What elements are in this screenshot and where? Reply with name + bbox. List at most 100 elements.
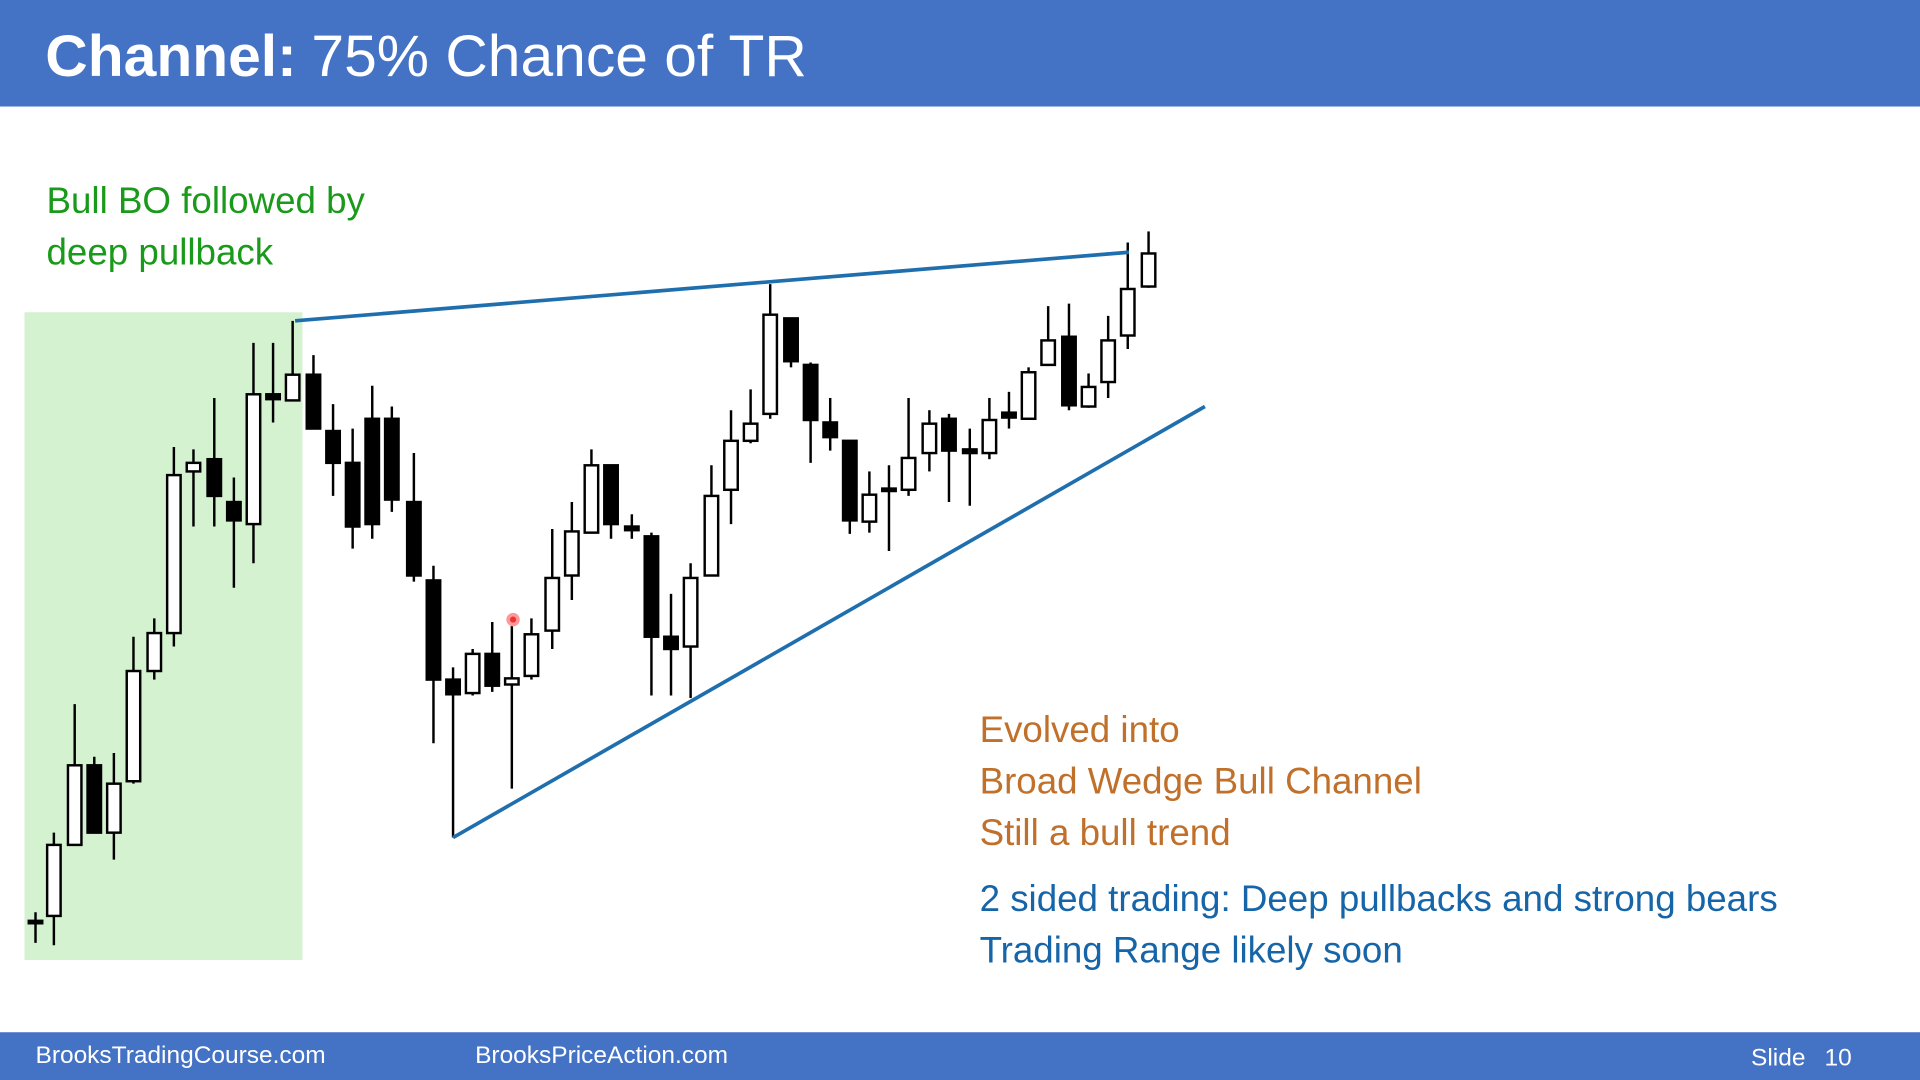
candle-body bbox=[344, 461, 361, 528]
wedge-top-line bbox=[294, 250, 1130, 323]
candle bbox=[165, 446, 182, 647]
candle-body bbox=[503, 677, 520, 686]
candle-body bbox=[900, 456, 917, 492]
candle-body bbox=[425, 579, 442, 681]
candle bbox=[344, 428, 361, 549]
candle-body bbox=[563, 530, 580, 577]
candlestick-illustration bbox=[27, 231, 1157, 946]
candle-body bbox=[185, 461, 202, 473]
candle-body bbox=[45, 843, 62, 918]
candle bbox=[66, 704, 83, 847]
candle bbox=[981, 397, 998, 460]
candle bbox=[1020, 367, 1037, 420]
candle bbox=[305, 355, 322, 430]
annotation-line: Trading Range likely soon bbox=[980, 929, 1403, 970]
candle bbox=[841, 439, 858, 534]
slide-label: Slide bbox=[1751, 1044, 1805, 1071]
candle bbox=[405, 453, 422, 582]
candle bbox=[383, 406, 400, 512]
candle bbox=[603, 464, 619, 539]
candle-body bbox=[703, 494, 720, 577]
candle-body bbox=[623, 525, 640, 532]
candle bbox=[921, 410, 938, 472]
candle bbox=[900, 397, 917, 496]
candle bbox=[503, 622, 520, 789]
candle-body bbox=[981, 418, 998, 455]
candle-body bbox=[325, 429, 342, 465]
candle-body bbox=[105, 782, 122, 834]
candle bbox=[703, 465, 720, 577]
candle bbox=[1140, 231, 1157, 288]
candle bbox=[822, 397, 839, 451]
candle bbox=[105, 753, 122, 860]
candle bbox=[1040, 306, 1057, 367]
candle bbox=[265, 342, 282, 423]
candle-body bbox=[165, 473, 182, 635]
candle-body bbox=[723, 439, 739, 492]
annotation-line: Bull BO followed by bbox=[47, 180, 366, 221]
candle-body bbox=[1061, 335, 1077, 407]
candle bbox=[1100, 315, 1117, 398]
candle bbox=[225, 477, 242, 588]
candle bbox=[544, 528, 561, 649]
candle bbox=[146, 618, 163, 680]
candle-body bbox=[663, 635, 679, 651]
candle-body bbox=[86, 764, 103, 834]
blue-annotation: 2 sided trading: Deep pullbacks and stro… bbox=[980, 878, 1778, 970]
footer-left: BrooksTradingCourse.com bbox=[36, 1042, 326, 1069]
candle bbox=[742, 389, 759, 444]
candle-body bbox=[1001, 411, 1017, 419]
slide-number: 10 bbox=[1824, 1044, 1851, 1071]
candle bbox=[86, 756, 103, 834]
candle bbox=[484, 622, 501, 692]
candle-body bbox=[245, 393, 262, 526]
candle bbox=[206, 397, 223, 527]
candle bbox=[802, 362, 819, 463]
candle bbox=[27, 912, 44, 943]
candle-body bbox=[1040, 339, 1057, 367]
candle-body bbox=[822, 421, 839, 439]
footer-middle: BrooksPriceAction.com bbox=[475, 1042, 728, 1069]
candle-body bbox=[27, 919, 44, 925]
candle-body bbox=[125, 669, 142, 783]
candle-body bbox=[305, 373, 322, 430]
candle bbox=[125, 636, 142, 784]
candle bbox=[464, 648, 481, 696]
candle bbox=[1001, 391, 1017, 429]
candle-body bbox=[921, 422, 938, 455]
candle-body bbox=[603, 464, 619, 526]
annotation-line: Still a bull trend bbox=[980, 812, 1231, 853]
candle-body bbox=[484, 652, 501, 687]
candle-body bbox=[364, 417, 381, 526]
candle-body bbox=[941, 417, 957, 452]
candle bbox=[861, 471, 878, 533]
slide-title: Channel: 75% Chance of TR bbox=[45, 24, 807, 89]
candle-body bbox=[1080, 385, 1097, 408]
candle bbox=[364, 385, 381, 539]
candle-body bbox=[762, 313, 779, 416]
candle-body bbox=[523, 633, 540, 678]
candle bbox=[325, 404, 342, 496]
candle bbox=[783, 317, 799, 368]
candle bbox=[1119, 242, 1136, 349]
candle bbox=[284, 320, 301, 402]
wedge-bottom-line bbox=[452, 404, 1206, 840]
candle bbox=[723, 410, 739, 525]
candle-body bbox=[206, 457, 223, 498]
candle-body bbox=[383, 417, 400, 501]
candle-body bbox=[445, 678, 462, 696]
candle-body bbox=[405, 500, 422, 577]
candle bbox=[941, 413, 957, 503]
candle bbox=[45, 832, 62, 946]
candle bbox=[1080, 373, 1097, 408]
candle bbox=[762, 284, 779, 419]
candle bbox=[563, 502, 580, 600]
candle-body bbox=[146, 631, 163, 673]
candle-body bbox=[1100, 339, 1117, 384]
title-bold: Channel: bbox=[45, 24, 296, 89]
orange-annotation: Evolved into Broad Wedge Bull Channel St… bbox=[980, 709, 1422, 853]
candle-body bbox=[1119, 287, 1136, 337]
candle-body bbox=[583, 464, 600, 534]
annotation-line: 2 sided trading: Deep pullbacks and stro… bbox=[980, 878, 1778, 919]
